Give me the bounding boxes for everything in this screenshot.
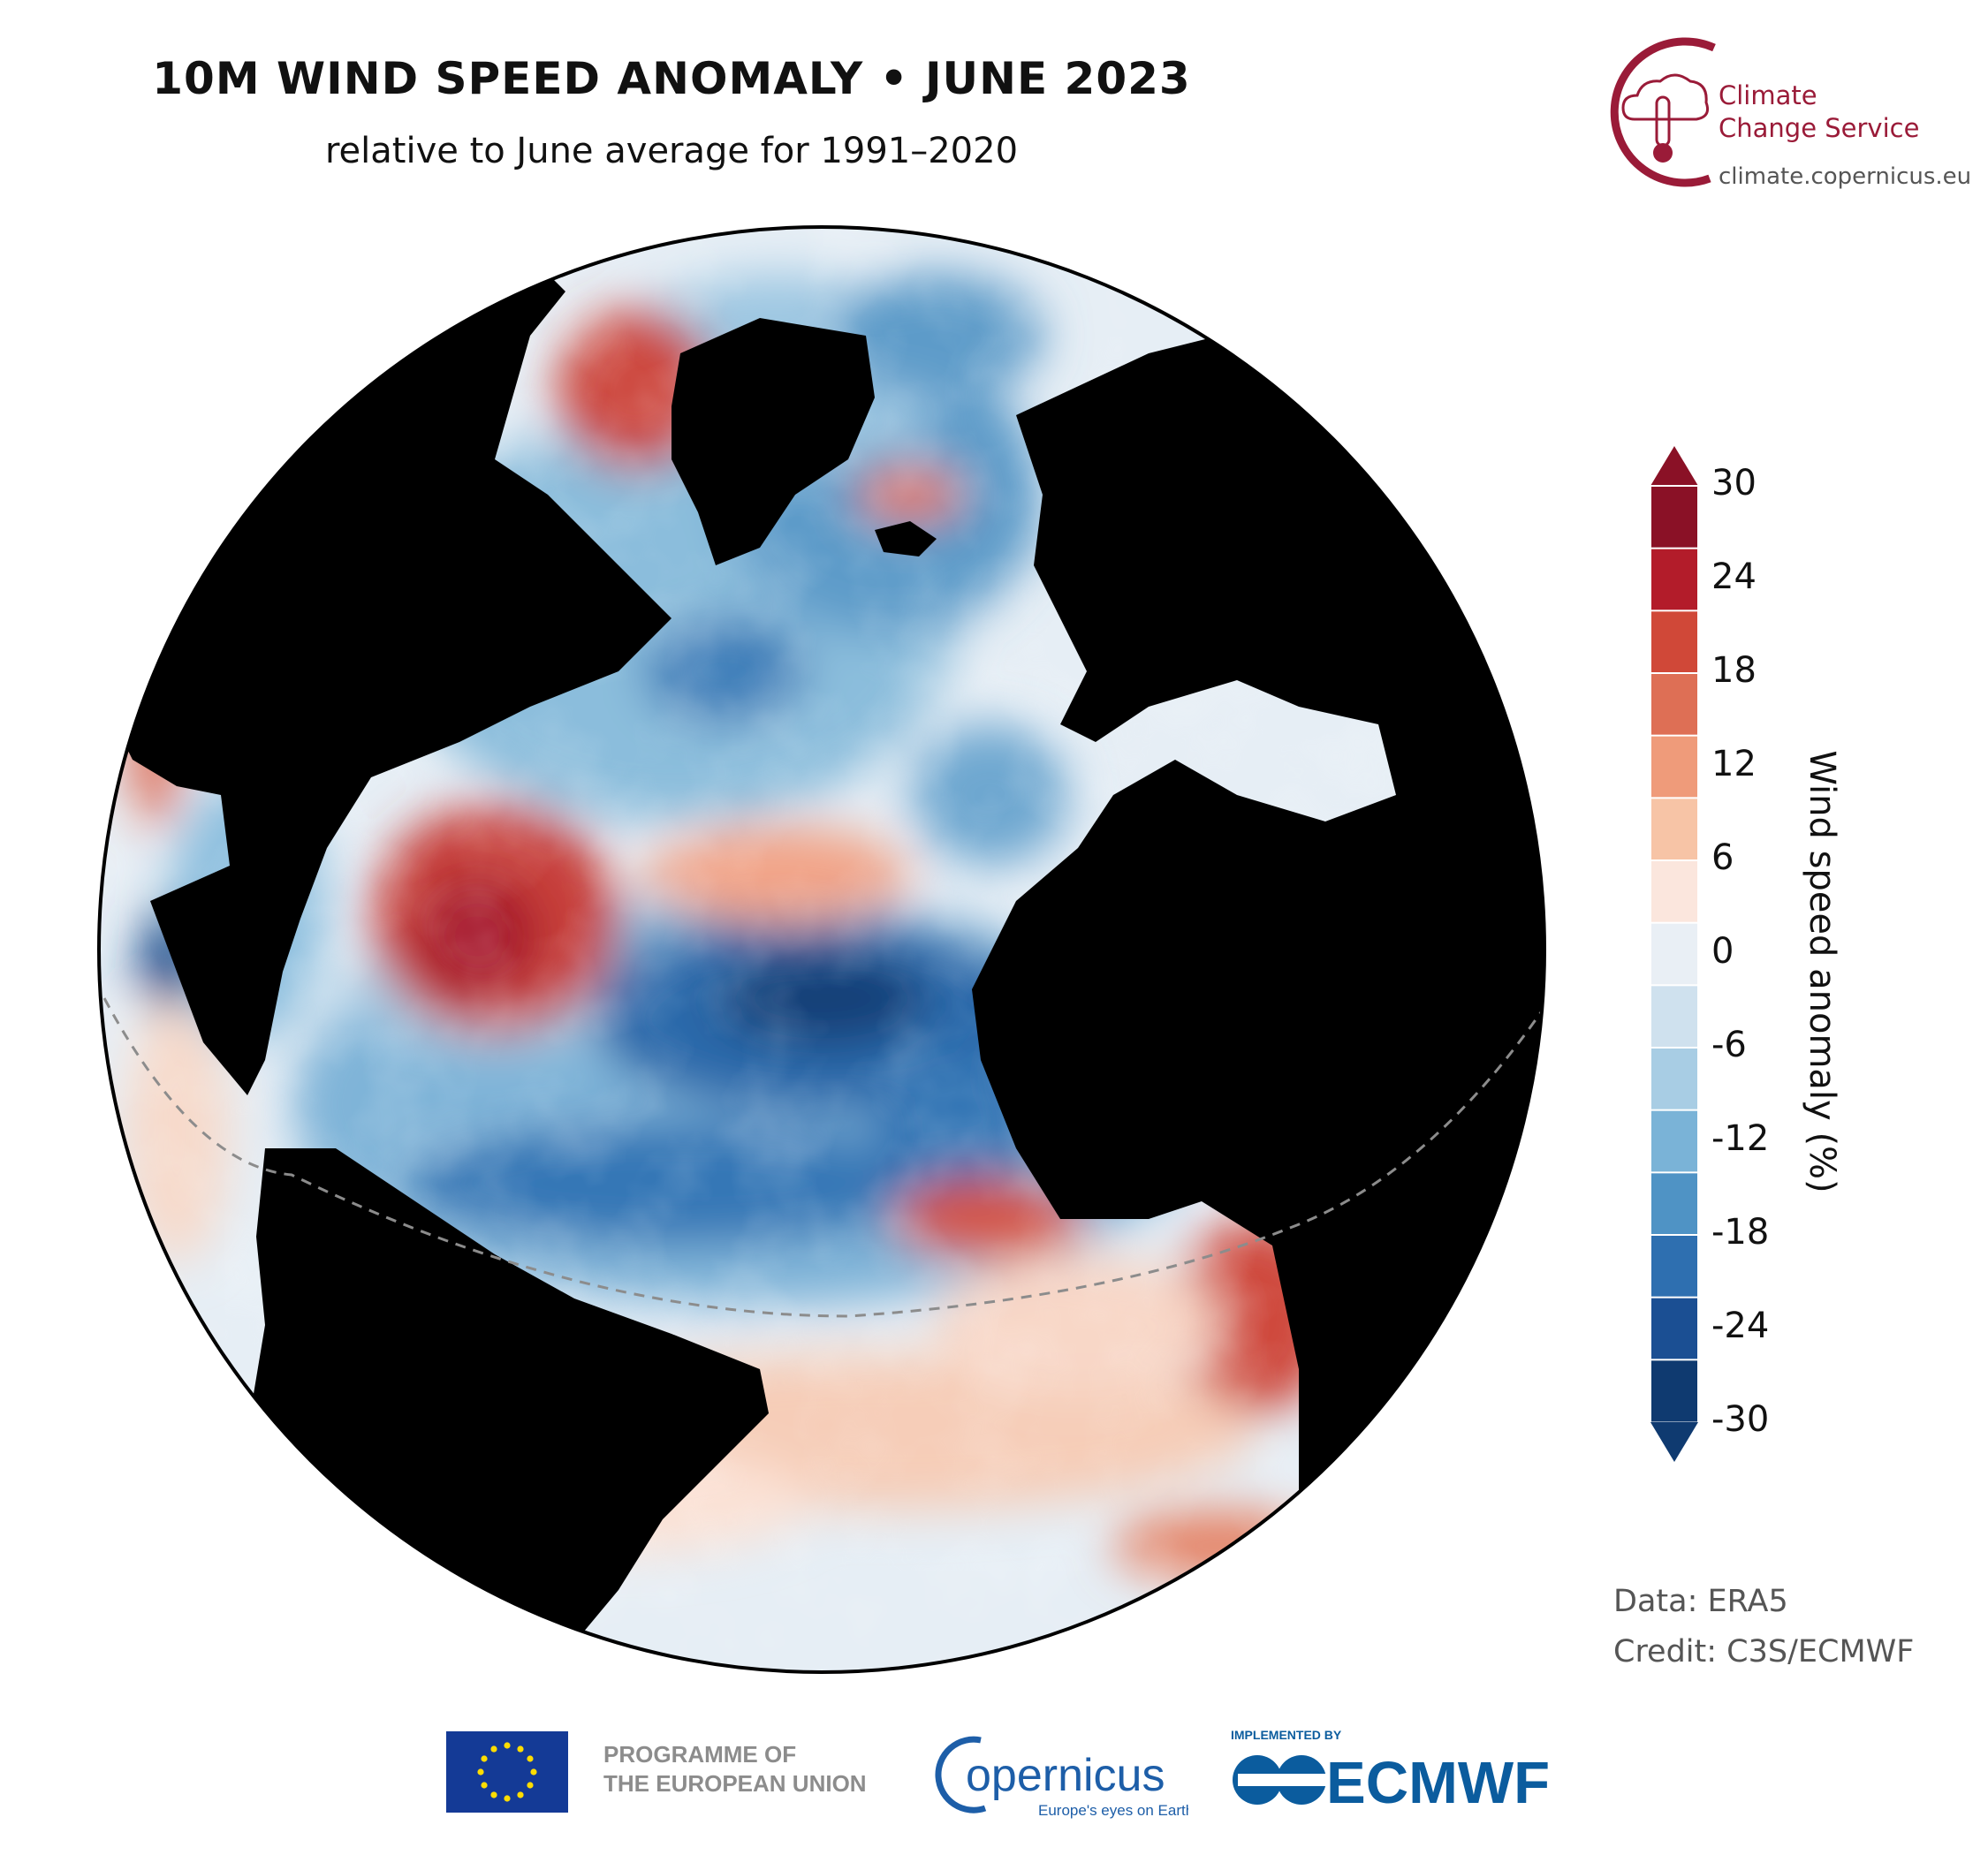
colorbar [1650, 446, 1699, 1462]
map-subtitle: relative to June average for 1991–2020 [324, 131, 1019, 171]
implemented-by: IMPLEMENTED BY [1231, 1728, 1342, 1742]
copernicus-tagline: Europe's eyes on Earth [1038, 1802, 1188, 1819]
equator-line [102, 997, 1291, 1318]
c3s-url: climate.copernicus.eu [1719, 163, 1972, 190]
colorbar-tick-label: -12 [1711, 1118, 1770, 1159]
colorbar-tick-label: -30 [1711, 1399, 1770, 1440]
colorbar-tick-label: 18 [1711, 650, 1757, 691]
credit-line: Credit: C3S/ECMWF [1613, 1634, 1915, 1670]
colorbar-tick-label: 0 [1711, 931, 1734, 972]
eu-star-icon [527, 1755, 534, 1762]
colorbar-segment [1650, 797, 1699, 862]
colorbar-tick-label: 24 [1711, 556, 1757, 597]
colorbar-segment [1650, 921, 1699, 987]
colorbar-title: Wind speed anomaly (%) [1802, 750, 1842, 1193]
colorbar-segment [1650, 1109, 1699, 1174]
colorbar-segment [1650, 1359, 1699, 1424]
eu-star-icon [490, 1791, 497, 1798]
copernicus-name: opernicus [966, 1750, 1165, 1801]
colorbar-tick-label: -6 [1711, 1025, 1747, 1065]
colorbar-segment [1650, 734, 1699, 799]
colorbar-tick-label: 12 [1711, 744, 1757, 784]
land-iceland [875, 521, 937, 556]
eu-programme: PROGRAMME OF THE EUROPEAN UNION [603, 1740, 867, 1798]
cloud-icon [1621, 73, 1710, 121]
colorbar-segment [1650, 1296, 1699, 1361]
eu-star-icon [517, 1791, 524, 1798]
c3s-logo [1610, 37, 1716, 187]
eu-star-icon [481, 1755, 488, 1762]
colorbar-extend-bottom [1650, 1422, 1698, 1462]
colorbar-tick-label: -18 [1711, 1212, 1770, 1253]
map-title: 10M WIND SPEED ANOMALY • JUNE 2023 [152, 53, 1191, 104]
colorbar-segment [1650, 485, 1699, 550]
ecmwf-logo: ECMWF [1233, 1750, 1550, 1815]
eu-flag-icon [446, 1731, 568, 1813]
land-greenland [672, 318, 875, 565]
colorbar-segment [1650, 859, 1699, 925]
colorbar-tick-label: 6 [1711, 837, 1734, 878]
colorbar-segment [1650, 1171, 1699, 1237]
eu-star-icon [481, 1782, 488, 1789]
eu-star-icon [527, 1782, 534, 1789]
ecmwf-name: ECMWF [1326, 1750, 1550, 1815]
eu-star-icon [490, 1745, 497, 1753]
eu-star-icon [504, 1742, 511, 1749]
colorbar-segment [1650, 547, 1699, 612]
colorbar-tick-label: 30 [1711, 463, 1757, 504]
c3s-arc-icon [1610, 37, 1716, 187]
data-source: Data: ERA5 [1613, 1584, 1788, 1619]
c3s-name: Climate Change Service [1719, 80, 1919, 145]
eu-programme-line2: THE EUROPEAN UNION [603, 1770, 867, 1797]
eu-star-icon [477, 1768, 484, 1776]
c3s-name-line1: Climate [1719, 80, 1817, 110]
colorbar-segment [1650, 1234, 1699, 1299]
colorbar-segment [1650, 672, 1699, 738]
eu-star-icon [504, 1795, 511, 1802]
globe-ocean-layer [99, 227, 1544, 1672]
colorbar-tick-label: -24 [1711, 1306, 1770, 1346]
colorbar-segment [1650, 984, 1699, 1049]
land-europe-africa [972, 309, 1544, 1672]
globe-outline [97, 225, 1546, 1674]
colorbar-segment [1650, 610, 1699, 675]
copernicus-logo: opernicus Europe's eyes on Earth [935, 1736, 1188, 1819]
eu-programme-line1: PROGRAMME OF [603, 1741, 797, 1768]
eu-star-icon [530, 1768, 537, 1776]
c3s-name-line2: Change Service [1719, 113, 1920, 143]
colorbar-segment [1650, 1047, 1699, 1112]
colorbar-extend-top [1650, 446, 1698, 486]
copernicus-c-icon [935, 1736, 987, 1813]
eu-star-icon [517, 1745, 524, 1753]
